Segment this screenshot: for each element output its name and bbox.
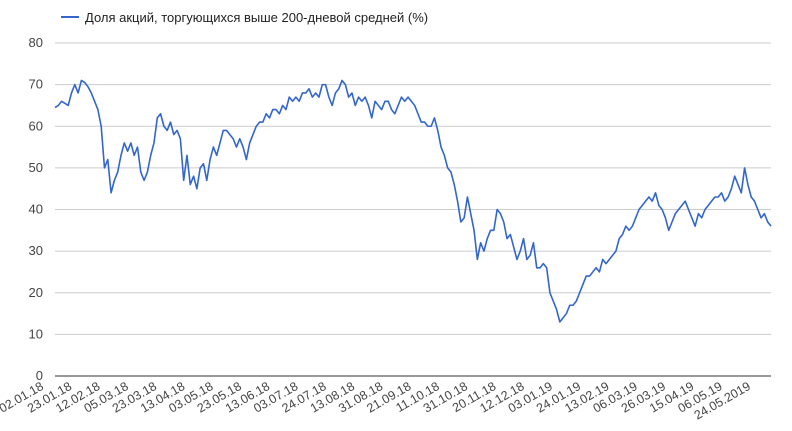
y-tick-label: 50 [29,160,43,175]
y-tick-label: 80 [29,35,43,50]
y-tick-label: 60 [29,118,43,133]
y-tick-label: 70 [29,77,43,92]
chart-legend: Доля акций, торгующихся выше 200-дневой … [61,7,428,27]
legend-label: Доля акций, торгующихся выше 200-дневой … [85,9,429,25]
legend-swatch [61,16,79,18]
y-tick-label: 40 [29,202,43,217]
y-tick-label: 20 [29,285,43,300]
y-tick-label: 10 [29,326,43,341]
series-line [54,79,772,323]
y-tick-label: 0 [36,368,43,383]
y-tick-label: 30 [29,243,43,258]
